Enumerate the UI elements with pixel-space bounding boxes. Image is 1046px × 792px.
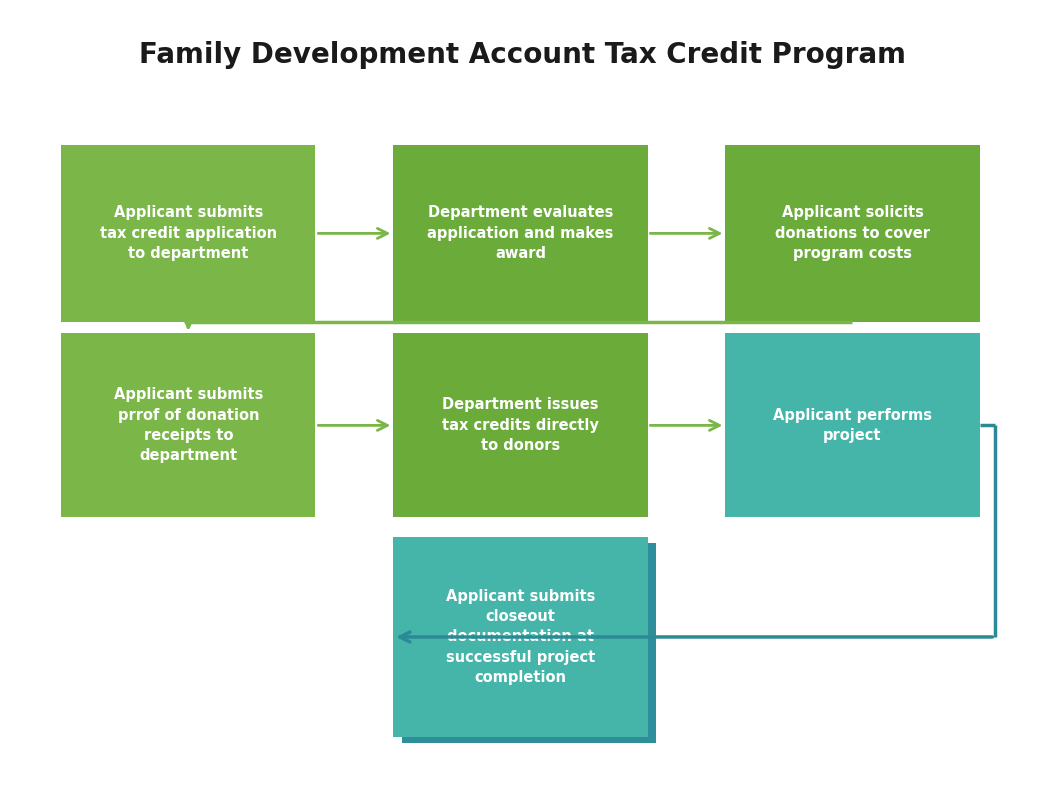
Text: Applicant submits
closeout
documentation at
successful project
completion: Applicant submits closeout documentation… — [446, 588, 595, 685]
FancyBboxPatch shape — [393, 537, 647, 737]
Text: Family Development Account Tax Credit Program: Family Development Account Tax Credit Pr… — [139, 41, 907, 69]
Text: Department issues
tax credits directly
to donors: Department issues tax credits directly t… — [442, 398, 599, 453]
Text: Applicant submits
prrof of donation
receipts to
department: Applicant submits prrof of donation rece… — [114, 387, 263, 463]
FancyBboxPatch shape — [393, 145, 647, 322]
Text: Applicant performs
project: Applicant performs project — [773, 408, 932, 443]
FancyBboxPatch shape — [62, 145, 316, 322]
FancyBboxPatch shape — [62, 333, 316, 517]
FancyBboxPatch shape — [402, 543, 656, 743]
Text: Applicant submits
tax credit application
to department: Applicant submits tax credit application… — [99, 205, 277, 261]
Text: Applicant solicits
donations to cover
program costs: Applicant solicits donations to cover pr… — [775, 205, 930, 261]
FancyBboxPatch shape — [725, 333, 979, 517]
FancyBboxPatch shape — [725, 145, 979, 322]
Text: Department evaluates
application and makes
award: Department evaluates application and mak… — [427, 205, 614, 261]
FancyBboxPatch shape — [393, 333, 647, 517]
